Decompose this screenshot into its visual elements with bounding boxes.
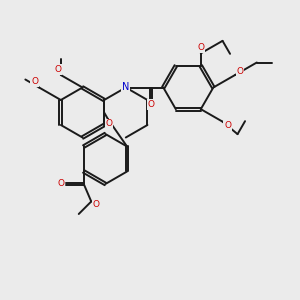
Text: O: O — [54, 65, 61, 74]
Text: O: O — [31, 77, 38, 86]
Text: N: N — [122, 82, 130, 92]
Text: O: O — [237, 67, 244, 76]
Text: O: O — [147, 100, 154, 109]
Text: O: O — [92, 200, 99, 209]
Text: O: O — [224, 121, 231, 130]
Text: O: O — [58, 179, 65, 188]
Text: O: O — [106, 119, 113, 128]
Text: O: O — [197, 43, 204, 52]
